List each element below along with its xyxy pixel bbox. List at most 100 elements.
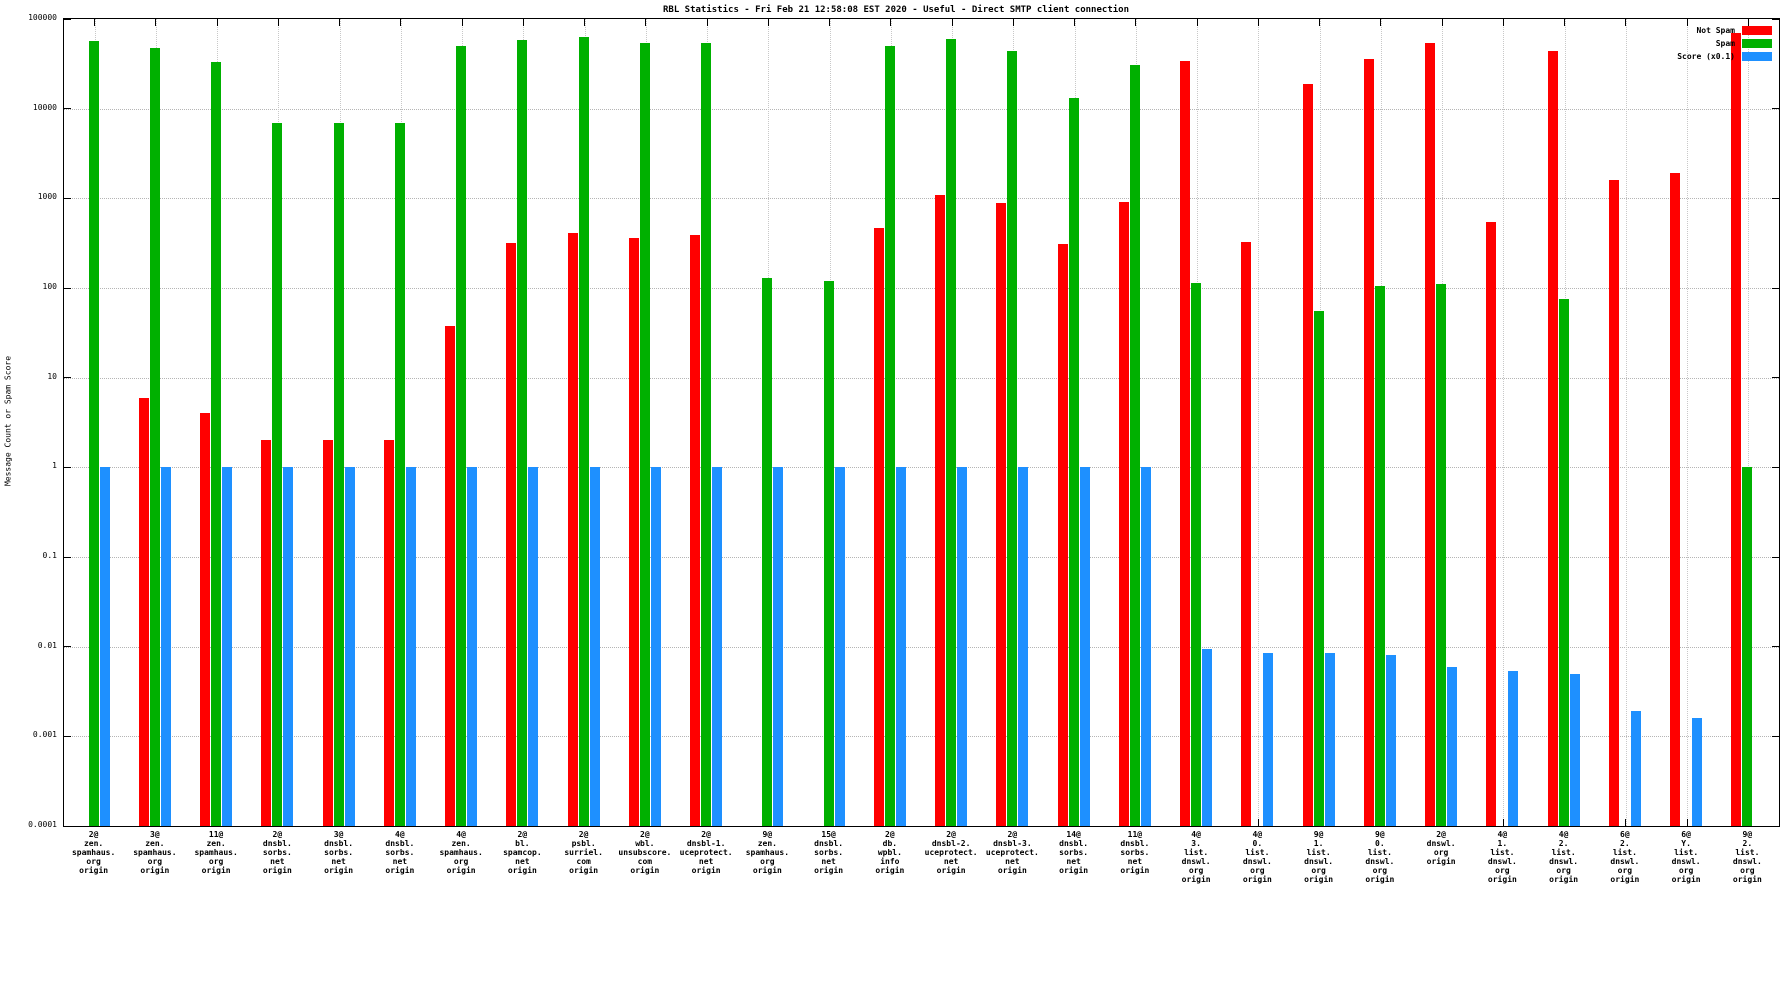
bar-not_spam bbox=[1241, 241, 1252, 826]
bar-spam bbox=[1313, 311, 1324, 826]
y-tick-mark bbox=[1772, 646, 1779, 648]
x-tick-label: 4@ 0. list. dnswl. org origin bbox=[1242, 830, 1272, 884]
bar-score bbox=[222, 467, 233, 826]
x-tick-label: 2@ dnsbl-2. uceprotect. net origin bbox=[924, 830, 978, 875]
legend: Not Spam Spam Score (x0.1) bbox=[1677, 24, 1772, 63]
bar-score bbox=[1508, 670, 1519, 826]
bar-score bbox=[283, 467, 294, 826]
bar-not_spam bbox=[1486, 221, 1497, 826]
legend-item-spam: Spam bbox=[1677, 37, 1772, 50]
bar-spam bbox=[517, 40, 528, 826]
bar-spam bbox=[639, 42, 650, 826]
bar-not_spam bbox=[996, 203, 1007, 826]
bar-spam bbox=[578, 36, 589, 826]
bar-score bbox=[1202, 649, 1213, 826]
x-tick-label: 3@ dnsbl. sorbs. net origin bbox=[324, 830, 354, 875]
y-tick-mark bbox=[64, 197, 71, 199]
legend-item-not-spam: Not Spam bbox=[1677, 24, 1772, 37]
bar-score bbox=[528, 467, 539, 826]
x-tick-label: 2@ dnswl. org origin bbox=[1426, 830, 1456, 866]
legend-label-score: Score (x0.1) bbox=[1677, 52, 1735, 61]
y-tick-mark bbox=[1772, 735, 1779, 737]
legend-label-not-spam: Not Spam bbox=[1696, 26, 1735, 35]
bar-spam bbox=[333, 122, 344, 826]
x-tick-mark bbox=[1319, 19, 1321, 26]
bar-score bbox=[1079, 467, 1090, 826]
y-tick-mark bbox=[1772, 108, 1779, 110]
legend-swatch-score bbox=[1742, 52, 1772, 61]
x-tick-label: 6@ Y. list. dnswl. org origin bbox=[1671, 830, 1701, 884]
x-tick-label: 11@ dnsbl. sorbs. net origin bbox=[1120, 830, 1150, 875]
x-tick-label: 6@ 2. list. dnswl. org origin bbox=[1610, 830, 1640, 884]
x-tick-label: 14@ dnsbl. sorbs. net origin bbox=[1059, 830, 1089, 875]
x-tick-label: 3@ zen. spamhaus. org origin bbox=[133, 830, 177, 875]
bar-not_spam bbox=[567, 233, 578, 826]
gridline-h bbox=[64, 198, 1779, 200]
bar-score bbox=[1692, 718, 1703, 826]
x-tick-label: 2@ db. wpbl. info origin bbox=[875, 830, 905, 875]
bar-spam bbox=[1742, 467, 1753, 826]
x-tick-mark bbox=[829, 19, 831, 26]
x-tick-mark bbox=[1012, 19, 1014, 26]
bar-score bbox=[834, 467, 845, 826]
y-tick-label: 10000 bbox=[32, 102, 57, 112]
bar-not_spam bbox=[1118, 202, 1129, 826]
bar-spam bbox=[1007, 50, 1018, 826]
chart-title: RBL Statistics - Fri Feb 21 12:58:08 EST… bbox=[663, 5, 1129, 15]
bar-not_spam bbox=[935, 194, 946, 826]
gridline-v bbox=[1625, 19, 1627, 826]
x-tick-mark bbox=[1135, 19, 1137, 26]
bar-score bbox=[1569, 673, 1580, 826]
x-tick-mark bbox=[94, 19, 96, 26]
x-tick-mark bbox=[277, 19, 279, 26]
bar-score bbox=[467, 467, 478, 826]
bar-score bbox=[99, 467, 110, 826]
y-tick-mark bbox=[1772, 377, 1779, 379]
bar-not_spam bbox=[383, 440, 394, 826]
bar-spam bbox=[1436, 284, 1447, 826]
bar-not_spam bbox=[1057, 243, 1068, 826]
y-tick-mark bbox=[64, 108, 71, 110]
legend-label-spam: Spam bbox=[1715, 39, 1735, 48]
x-tick-mark bbox=[584, 19, 586, 26]
bar-spam bbox=[1191, 282, 1202, 826]
gridline-v bbox=[1687, 19, 1689, 826]
bar-spam bbox=[701, 42, 712, 826]
x-tick-label: 11@ zen. spamhaus. org origin bbox=[194, 830, 238, 875]
bar-not_spam bbox=[1547, 50, 1558, 826]
y-tick-label: 1000 bbox=[37, 192, 57, 202]
x-tick-label: 2@ wbl. unsubscore. com origin bbox=[618, 830, 672, 875]
bar-not_spam bbox=[1180, 61, 1191, 826]
bar-not_spam bbox=[200, 413, 211, 826]
bar-not_spam bbox=[1302, 83, 1313, 826]
gridline-h bbox=[64, 108, 1779, 110]
gridline-h bbox=[64, 557, 1779, 558]
bar-spam bbox=[211, 62, 222, 826]
bar-not_spam bbox=[1608, 180, 1619, 826]
bar-score bbox=[1140, 467, 1151, 826]
bar-not_spam bbox=[138, 397, 149, 826]
gridline-h bbox=[64, 736, 1779, 738]
bar-not_spam bbox=[1425, 42, 1436, 826]
bar-spam bbox=[272, 122, 283, 826]
bar-score bbox=[957, 467, 968, 826]
y-tick-mark bbox=[64, 556, 71, 558]
bar-spam bbox=[823, 280, 834, 826]
x-tick-mark bbox=[1502, 819, 1504, 826]
gridline-v bbox=[1503, 19, 1505, 826]
bar-spam bbox=[884, 45, 895, 826]
bar-score bbox=[1263, 652, 1274, 826]
y-tick-mark bbox=[1772, 287, 1779, 289]
bar-not_spam bbox=[873, 227, 884, 826]
bar-score bbox=[405, 467, 416, 826]
bar-not_spam bbox=[506, 242, 517, 826]
x-tick-mark bbox=[1564, 19, 1566, 26]
x-tick-label: 2@ dnsbl. sorbs. net origin bbox=[262, 830, 292, 875]
bar-spam bbox=[1374, 286, 1385, 826]
bar-score bbox=[650, 467, 661, 826]
y-tick-mark bbox=[64, 377, 71, 379]
x-tick-mark bbox=[767, 19, 769, 26]
y-tick-mark bbox=[1772, 825, 1779, 827]
x-tick-mark bbox=[645, 19, 647, 26]
x-tick-mark bbox=[1686, 819, 1688, 826]
